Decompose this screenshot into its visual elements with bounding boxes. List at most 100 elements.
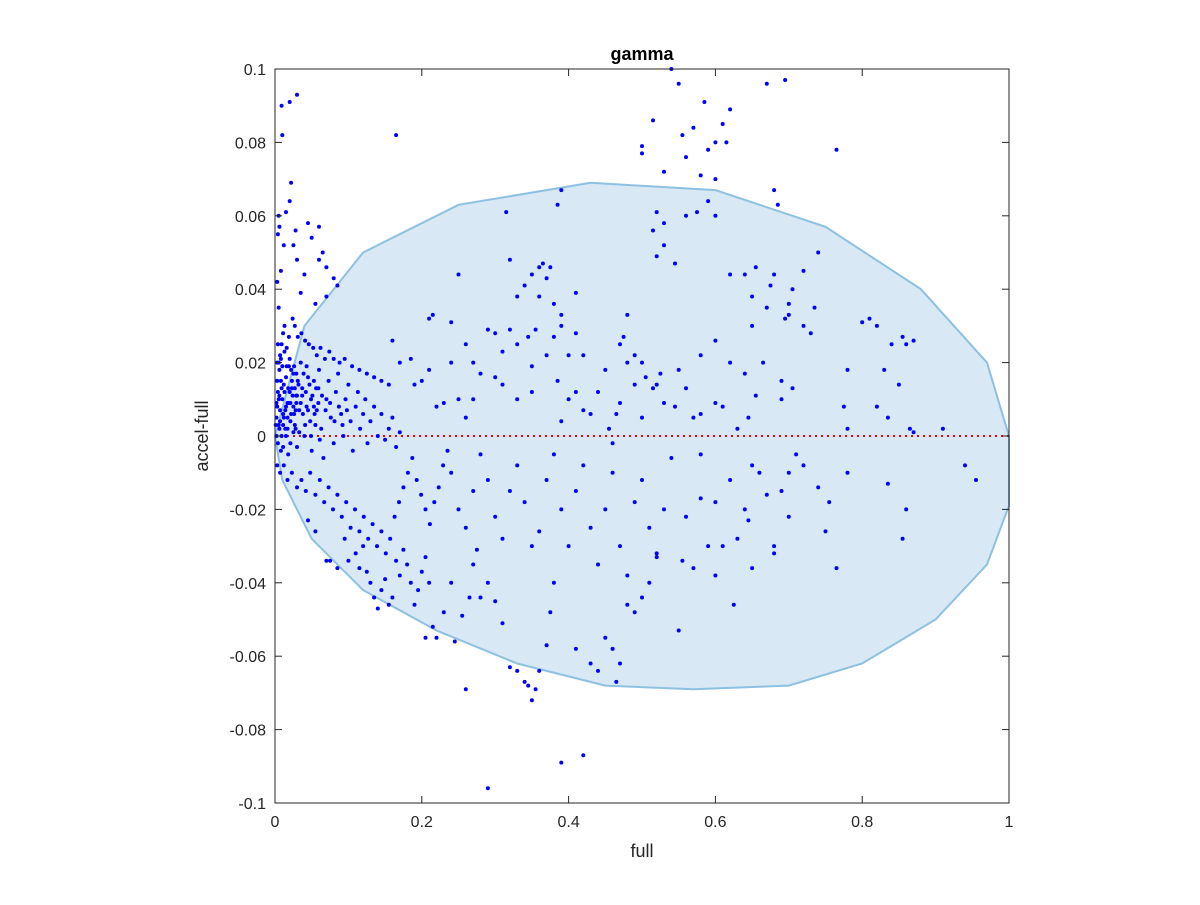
- data-point: [313, 492, 318, 497]
- data-point: [280, 364, 285, 369]
- data-point: [720, 404, 725, 409]
- data-point: [654, 551, 659, 556]
- data-point: [485, 580, 490, 585]
- data-point: [379, 412, 384, 416]
- data-point: [728, 272, 733, 277]
- data-point: [845, 367, 850, 372]
- data-point: [317, 224, 321, 229]
- data-point: [640, 478, 644, 482]
- data-point: [306, 408, 310, 413]
- data-point: [436, 485, 441, 490]
- data-point: [275, 390, 280, 394]
- data-point: [548, 265, 553, 270]
- data-point: [295, 257, 299, 262]
- data-point: [735, 536, 740, 541]
- data-point: [335, 492, 340, 497]
- data-point: [625, 360, 630, 365]
- data-point: [907, 426, 912, 431]
- data-point: [640, 360, 644, 365]
- data-point: [303, 390, 308, 394]
- data-point: [529, 272, 534, 277]
- data-point: [559, 312, 564, 317]
- data-point: [386, 426, 391, 431]
- data-point: [386, 382, 391, 387]
- data-point: [500, 382, 505, 387]
- data-point: [296, 382, 301, 387]
- data-point: [344, 408, 349, 413]
- data-point: [632, 610, 637, 615]
- y-tick-label: -0.06: [230, 649, 267, 666]
- x-tick-label: 0.6: [704, 814, 726, 831]
- data-point: [281, 382, 286, 387]
- data-point: [603, 635, 608, 640]
- data-point: [742, 371, 747, 376]
- x-tick-label: 0.8: [851, 814, 873, 831]
- data-point: [603, 507, 608, 512]
- data-point: [281, 445, 286, 449]
- data-point: [757, 470, 762, 475]
- data-point: [412, 382, 417, 387]
- data-point: [303, 338, 308, 343]
- data-point: [651, 228, 655, 233]
- data-point: [324, 558, 329, 563]
- data-point: [786, 470, 791, 475]
- data-point: [449, 320, 454, 325]
- data-point: [471, 562, 476, 567]
- data-point: [313, 301, 318, 306]
- data-point: [309, 448, 314, 453]
- data-point: [507, 489, 512, 493]
- data-point: [383, 551, 388, 556]
- data-point: [544, 353, 549, 358]
- data-point: [904, 507, 909, 512]
- data-point: [287, 199, 292, 204]
- data-point: [281, 412, 286, 416]
- data-point: [728, 478, 733, 482]
- data-point: [834, 566, 839, 571]
- data-point: [463, 687, 468, 692]
- data-point: [713, 401, 718, 405]
- data-point: [485, 327, 490, 332]
- data-point: [410, 456, 415, 460]
- data-point: [588, 525, 593, 530]
- data-point: [430, 312, 435, 317]
- data-point: [383, 437, 388, 442]
- data-point: [379, 529, 384, 534]
- data-point: [632, 500, 637, 505]
- data-point: [713, 177, 718, 182]
- data-point: [292, 386, 297, 391]
- data-point: [772, 272, 777, 277]
- data-point: [537, 529, 542, 534]
- data-point: [390, 338, 395, 343]
- data-point: [364, 371, 369, 376]
- data-point: [684, 386, 688, 391]
- data-point: [414, 478, 419, 482]
- data-point: [772, 551, 777, 556]
- data-point: [779, 378, 784, 383]
- data-point: [279, 342, 284, 347]
- y-tick-label: -0.1: [238, 796, 266, 813]
- data-point: [375, 606, 380, 611]
- data-point: [275, 441, 280, 446]
- data-point: [452, 639, 457, 644]
- data-point: [493, 599, 498, 604]
- data-point: [331, 276, 336, 281]
- data-point: [860, 320, 865, 325]
- data-point: [278, 356, 283, 361]
- data-point: [353, 507, 357, 512]
- data-point: [350, 364, 355, 369]
- data-point: [676, 367, 681, 372]
- data-point: [275, 378, 280, 383]
- data-point: [419, 378, 424, 383]
- data-point: [559, 760, 564, 765]
- data-point: [662, 243, 666, 248]
- data-point: [309, 434, 313, 438]
- data-point: [753, 265, 758, 270]
- data-point: [277, 393, 282, 398]
- data-point: [346, 558, 351, 563]
- data-point: [808, 331, 813, 336]
- data-point: [279, 386, 284, 391]
- data-point: [397, 360, 402, 365]
- x-tick-label: 0.4: [557, 814, 579, 831]
- data-point: [423, 635, 428, 640]
- data-point: [323, 408, 328, 413]
